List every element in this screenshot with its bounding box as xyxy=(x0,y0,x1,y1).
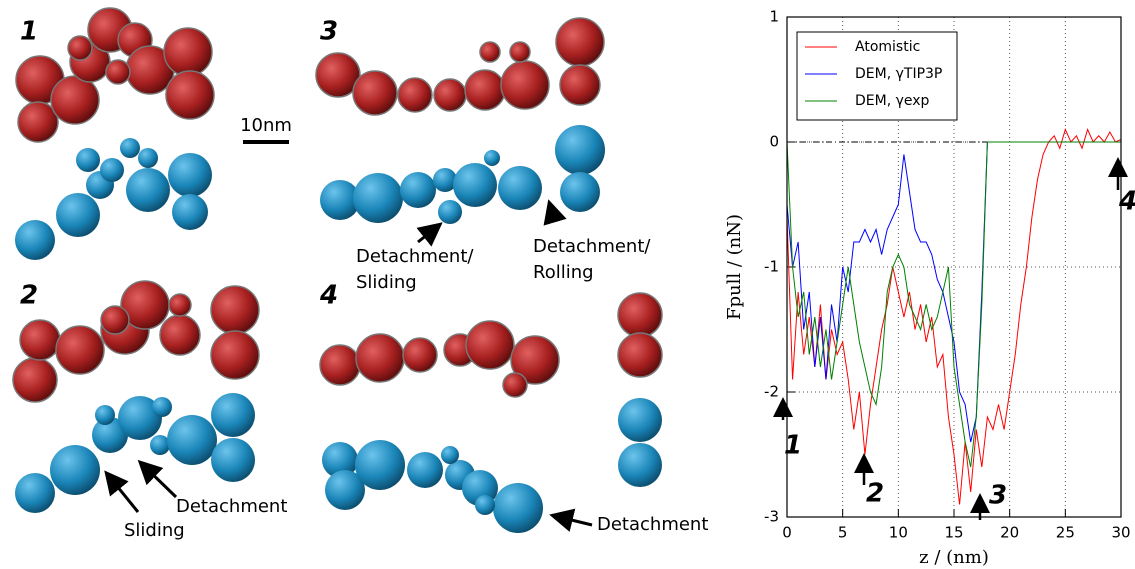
blue-sphere xyxy=(475,495,495,515)
panel-label: 1 xyxy=(20,17,38,47)
y-axis-label: Fpull / (nN) xyxy=(724,214,745,320)
red-sphere xyxy=(556,18,604,66)
panel-label: 3 xyxy=(320,17,338,47)
blue-sphere xyxy=(407,452,443,488)
blue-sphere xyxy=(126,168,170,212)
legend-label: DEM, γexp xyxy=(855,93,930,109)
red-sphere xyxy=(503,373,527,397)
red-sphere xyxy=(101,306,129,334)
x-tick-label: 25 xyxy=(1056,524,1075,542)
red-sphere xyxy=(353,71,397,115)
red-sphere xyxy=(618,333,662,377)
annotation: 3 xyxy=(989,481,1007,511)
blue-sphere xyxy=(95,405,115,425)
callout: Detachment/ xyxy=(356,246,474,267)
red-sphere xyxy=(211,286,259,334)
blue-sphere xyxy=(498,166,542,210)
blue-sphere xyxy=(167,415,217,465)
y-tick-label: -1 xyxy=(764,258,779,276)
callout: Detachment/ xyxy=(533,236,651,257)
blue-sphere xyxy=(438,200,462,224)
x-tick-label: 5 xyxy=(838,524,848,542)
annotation: 2 xyxy=(866,479,884,509)
blue-sphere xyxy=(172,194,208,230)
y-tick-label: -2 xyxy=(764,383,779,401)
red-sphere xyxy=(211,331,259,379)
blue-sphere xyxy=(618,443,662,487)
red-sphere xyxy=(13,358,57,402)
blue-sphere xyxy=(120,138,140,158)
x-axis-label: z / (nm) xyxy=(919,547,989,568)
blue-sphere xyxy=(15,473,55,513)
red-sphere xyxy=(51,76,99,124)
red-sphere xyxy=(398,78,432,112)
blue-sphere xyxy=(150,435,170,455)
callout: Rolling xyxy=(533,262,594,283)
x-tick-label: 30 xyxy=(1111,524,1130,542)
blue-sphere xyxy=(400,172,436,208)
red-sphere xyxy=(434,79,466,111)
x-tick-label: 0 xyxy=(782,524,792,542)
x-tick-label: 15 xyxy=(944,524,963,542)
callout: Detachment xyxy=(176,496,287,517)
blue-sphere xyxy=(15,220,55,260)
blue-sphere xyxy=(100,158,124,182)
legend-label: DEM, γTIP3P xyxy=(855,66,942,82)
blue-sphere xyxy=(50,445,100,495)
blue-sphere xyxy=(493,483,543,533)
blue-sphere xyxy=(152,397,172,417)
blue-sphere xyxy=(353,173,403,223)
callout: Detachment xyxy=(597,514,708,535)
red-sphere xyxy=(618,293,662,337)
red-sphere xyxy=(510,42,530,62)
red-sphere xyxy=(106,60,130,84)
blue-sphere xyxy=(56,193,100,237)
blue-sphere xyxy=(560,172,600,212)
panel-label: 2 xyxy=(20,281,38,311)
blue-sphere xyxy=(555,125,605,175)
red-sphere xyxy=(501,61,549,109)
red-sphere xyxy=(560,65,600,105)
red-sphere xyxy=(164,28,212,76)
red-sphere xyxy=(166,71,214,119)
red-sphere xyxy=(68,36,92,60)
y-tick-label: 1 xyxy=(769,8,779,26)
scale-bar-label: 10nm xyxy=(240,115,292,136)
legend-label: Atomistic xyxy=(855,39,920,55)
blue-sphere xyxy=(168,153,212,197)
red-sphere xyxy=(356,334,404,382)
callout: Sliding xyxy=(356,272,417,293)
blue-sphere xyxy=(76,148,100,172)
blue-sphere xyxy=(618,398,662,442)
x-tick-label: 20 xyxy=(1000,524,1019,542)
figure: 1 2 3 4 10nm Detachment/ Sliding Detachm… xyxy=(0,0,1135,569)
blue-sphere xyxy=(138,148,158,168)
annotation: 1 xyxy=(784,431,802,461)
y-tick-label: 0 xyxy=(769,133,779,151)
panel-label: 4 xyxy=(319,281,338,311)
blue-sphere xyxy=(441,446,459,464)
red-sphere xyxy=(169,294,191,316)
red-sphere xyxy=(160,315,200,355)
red-sphere xyxy=(465,70,505,110)
red-sphere xyxy=(480,42,500,62)
red-sphere xyxy=(56,326,104,374)
red-sphere xyxy=(466,321,514,369)
blue-sphere xyxy=(211,438,255,482)
callout: Sliding xyxy=(124,520,185,541)
blue-sphere xyxy=(484,150,500,166)
red-sphere xyxy=(320,345,360,385)
annotation: 4 xyxy=(1118,187,1135,217)
blue-sphere xyxy=(453,163,497,207)
blue-sphere xyxy=(355,440,405,490)
y-tick-label: -3 xyxy=(764,508,779,526)
red-sphere xyxy=(403,338,437,372)
x-tick-label: 10 xyxy=(889,524,908,542)
blue-sphere xyxy=(211,393,255,437)
series-line xyxy=(787,142,1121,467)
red-sphere xyxy=(20,320,60,360)
